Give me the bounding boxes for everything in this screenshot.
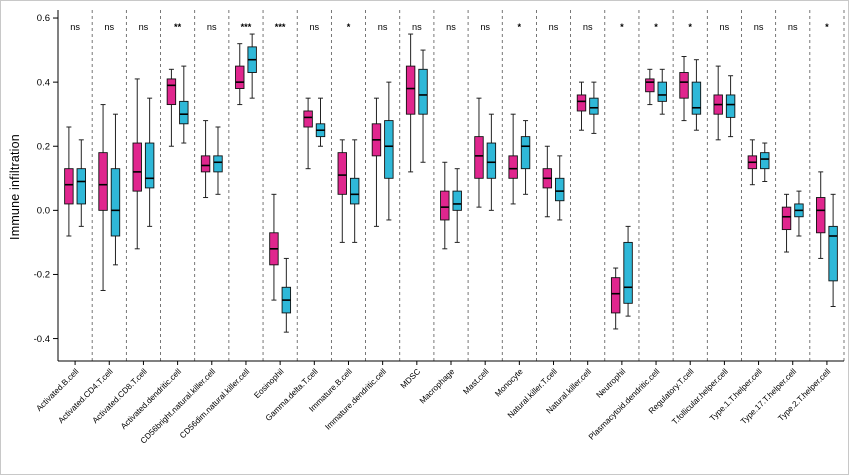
- significance-label: ns: [754, 22, 764, 32]
- x-tick-label: Macrophage: [418, 367, 457, 406]
- y-tick-label: -0.4: [34, 334, 50, 345]
- box: [589, 97, 599, 115]
- box: [76, 168, 86, 205]
- y-tick-label: 0.6: [37, 13, 50, 24]
- box: [576, 94, 587, 112]
- x-tick-label: Neutrophil: [595, 367, 628, 400]
- box: [781, 206, 792, 231]
- box: [760, 152, 770, 170]
- significance-label: ns: [309, 22, 319, 32]
- box: [337, 152, 347, 195]
- y-tick-label: 0.2: [37, 141, 50, 152]
- box: [645, 78, 655, 93]
- x-tick-label: Monocyte: [493, 367, 525, 399]
- y-tick-label: 0.4: [37, 77, 50, 88]
- box: [657, 81, 667, 102]
- box: [98, 152, 108, 211]
- box: [474, 136, 484, 179]
- box: [349, 177, 360, 205]
- x-tick-label: MDSC: [399, 367, 422, 390]
- x-tick-label: CD56dim.natural.killer.cell: [178, 367, 251, 440]
- box: [520, 136, 531, 170]
- box: [405, 65, 416, 115]
- significance-label: ns: [70, 22, 80, 32]
- significance-label: ***: [275, 22, 286, 32]
- box: [508, 155, 518, 179]
- y-axis-title: Immune infiltration: [8, 134, 22, 240]
- significance-label: *: [654, 22, 658, 32]
- box: [235, 65, 245, 89]
- significance-label: ns: [788, 22, 798, 32]
- significance-label: ns: [378, 22, 388, 32]
- x-tick-label: Activated.dendritic.cell: [119, 367, 183, 431]
- significance-label: *: [518, 22, 522, 32]
- box: [486, 142, 497, 179]
- box: [440, 190, 450, 221]
- y-tick-label: -0.2: [34, 270, 50, 281]
- significance-label: ns: [583, 22, 593, 32]
- box: [213, 155, 223, 173]
- significance-label: *: [688, 22, 692, 32]
- significance-label: ns: [480, 22, 490, 32]
- box: [725, 94, 736, 118]
- x-tick-label: Eosinophil: [252, 367, 285, 400]
- x-tick-label: Mast.cell: [461, 367, 490, 396]
- y-tick-label: 0.0: [37, 206, 50, 217]
- significance-label: ns: [412, 22, 422, 32]
- box: [132, 142, 142, 192]
- significance-label: *: [620, 22, 624, 32]
- box: [828, 225, 838, 282]
- box: [691, 81, 702, 115]
- box: [166, 78, 177, 106]
- box: [623, 241, 633, 304]
- box: [303, 110, 313, 128]
- box: [555, 177, 565, 202]
- x-tick-label: Plasmacytoid.dendritic.cell: [587, 367, 662, 442]
- box: [384, 120, 394, 179]
- box: [64, 168, 74, 205]
- significance-label: ns: [446, 22, 456, 32]
- significance-label: ns: [549, 22, 559, 32]
- significance-label: **: [174, 22, 182, 32]
- significance-label: ns: [720, 22, 730, 32]
- significance-label: ns: [207, 22, 217, 32]
- significance-label: *: [347, 22, 351, 32]
- x-tick-label: Immature.dendritic.cell: [323, 367, 388, 432]
- significance-label: ns: [104, 22, 114, 32]
- box: [679, 72, 689, 99]
- box: [610, 277, 621, 314]
- significance-label: *: [825, 22, 829, 32]
- significance-label: ns: [139, 22, 149, 32]
- box: [452, 190, 462, 211]
- significance-label: ***: [241, 22, 252, 32]
- box: [110, 168, 121, 237]
- box: [144, 142, 155, 189]
- box: [816, 197, 826, 234]
- box: [179, 100, 189, 125]
- box: [418, 68, 428, 115]
- box: [200, 155, 211, 173]
